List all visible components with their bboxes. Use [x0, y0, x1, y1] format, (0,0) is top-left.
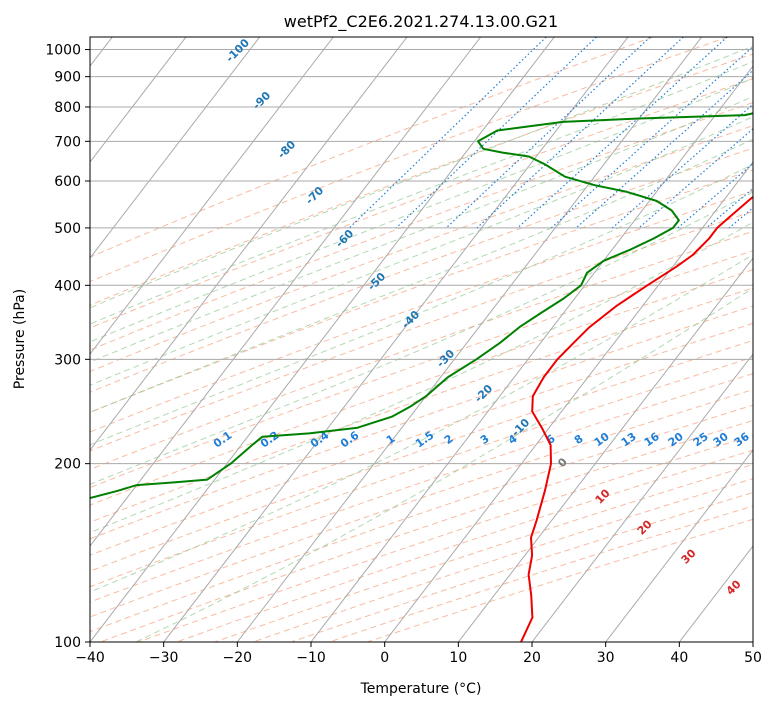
moist-adiabat-line	[90, 254, 753, 593]
y-tick-label: 300	[54, 352, 81, 368]
x-tick-label: −40	[75, 650, 105, 666]
temperature-profile-line	[520, 195, 753, 642]
chart-title: wetPf2_C2E6.2021.274.13.00.G21	[284, 12, 558, 32]
mixing-ratio-line	[677, 162, 753, 229]
mixing-ratio-line	[476, 37, 684, 229]
isotherm-line	[384, 161, 753, 642]
y-tick-label: 500	[54, 221, 81, 237]
profiles	[90, 112, 753, 642]
y-tick-label: 200	[54, 457, 81, 473]
dry-adiabat-line	[90, 339, 753, 572]
mixing-ratio-line	[348, 37, 547, 229]
dry-adiabat-line	[90, 169, 753, 413]
x-tick-label: 0	[380, 650, 389, 666]
dewpoint-profile-line	[90, 112, 753, 500]
x-tick-label: 40	[670, 650, 688, 666]
y-tick-label: 800	[54, 100, 81, 116]
isotherm-line	[90, 37, 334, 355]
x-tick-label: −10	[296, 650, 326, 666]
y-tick-label: 700	[54, 134, 81, 150]
y-axis: 100 200 300 400 500 600 700 800 900 1000	[45, 43, 90, 651]
moist-adiabat-line	[135, 287, 753, 642]
dry-adiabat-line	[90, 190, 753, 433]
x-tick-label: 30	[597, 650, 615, 666]
isotherms	[90, 37, 753, 642]
y-tick-label: 600	[54, 174, 81, 190]
y-tick-label: 900	[54, 70, 81, 86]
isotherm-line	[90, 37, 187, 163]
isotherm-line	[531, 353, 753, 642]
moist-adiabat-line	[90, 221, 753, 534]
dry-adiabat-line	[90, 388, 753, 618]
mixing-ratio-line	[517, 37, 728, 229]
dry-adiabat-line	[90, 230, 753, 471]
mixing-ratio-line	[611, 103, 753, 229]
mixing-ratio-line	[445, 37, 651, 229]
dry-adiabat-line	[90, 37, 654, 258]
isotherm-line	[90, 37, 408, 451]
x-tick-label: 10	[449, 650, 467, 666]
isotherm-line	[90, 37, 482, 547]
isotherm-line	[90, 37, 555, 642]
dry-adiabat-line	[90, 250, 753, 489]
dry-adiabat-line	[90, 373, 753, 603]
isotherm-line	[90, 37, 261, 259]
y-tick-label: 1000	[45, 43, 81, 59]
x-tick-label: −30	[149, 650, 179, 666]
isotherm-line	[163, 37, 629, 642]
plot-area: -100-90-80-70-60-50-40-30-20-100.1 0.2 0.4…	[90, 37, 753, 642]
dry-adiabat-line	[90, 37, 729, 283]
y-tick-label: 400	[54, 278, 81, 294]
moist-adiabat-line	[90, 77, 753, 343]
dry-adiabat-line	[90, 287, 753, 523]
dry-adiabat-line	[90, 125, 753, 373]
isotherm-line	[236, 37, 703, 642]
x-tick-label: −20	[223, 650, 253, 666]
isotherm-line	[605, 449, 753, 642]
moist-adiabat-line	[90, 191, 753, 485]
moist-adiabat-line	[90, 61, 753, 325]
mixing-ratio-line	[638, 127, 753, 229]
x-tick-label: 20	[523, 650, 541, 666]
mixing-ratio-lines	[348, 37, 753, 229]
y-tick-label: 100	[54, 635, 81, 651]
isotherm-line	[310, 65, 753, 642]
isotherm-line	[457, 257, 753, 642]
x-axis: −40 −30 −20 −10 0 10 20 30 40 50	[75, 642, 762, 666]
dry-adiabat-line	[90, 305, 753, 540]
y-axis-title: Pressure (hPa)	[12, 289, 28, 389]
isobars	[90, 49, 753, 642]
x-tick-label: 50	[744, 650, 762, 666]
x-axis-title: Temperature (°C)	[360, 681, 482, 697]
plot-frame	[89, 36, 754, 643]
